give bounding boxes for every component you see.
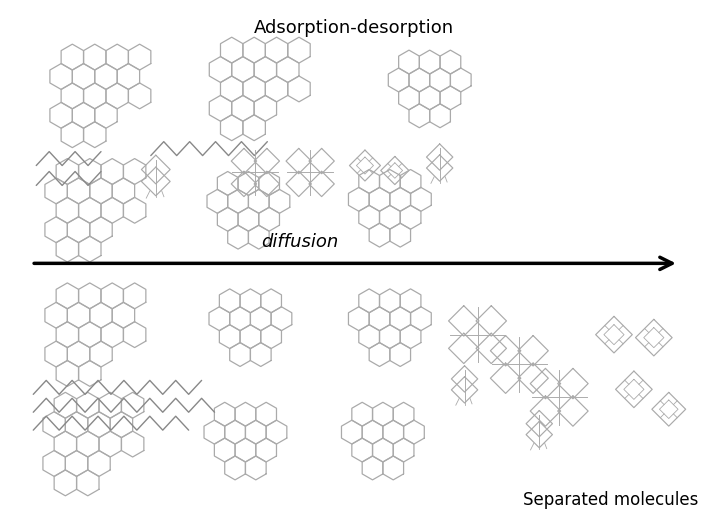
Text: Adsorption-desorption: Adsorption-desorption: [254, 19, 454, 37]
Text: diffusion: diffusion: [262, 234, 339, 252]
Text: Separated molecules: Separated molecules: [523, 491, 698, 509]
